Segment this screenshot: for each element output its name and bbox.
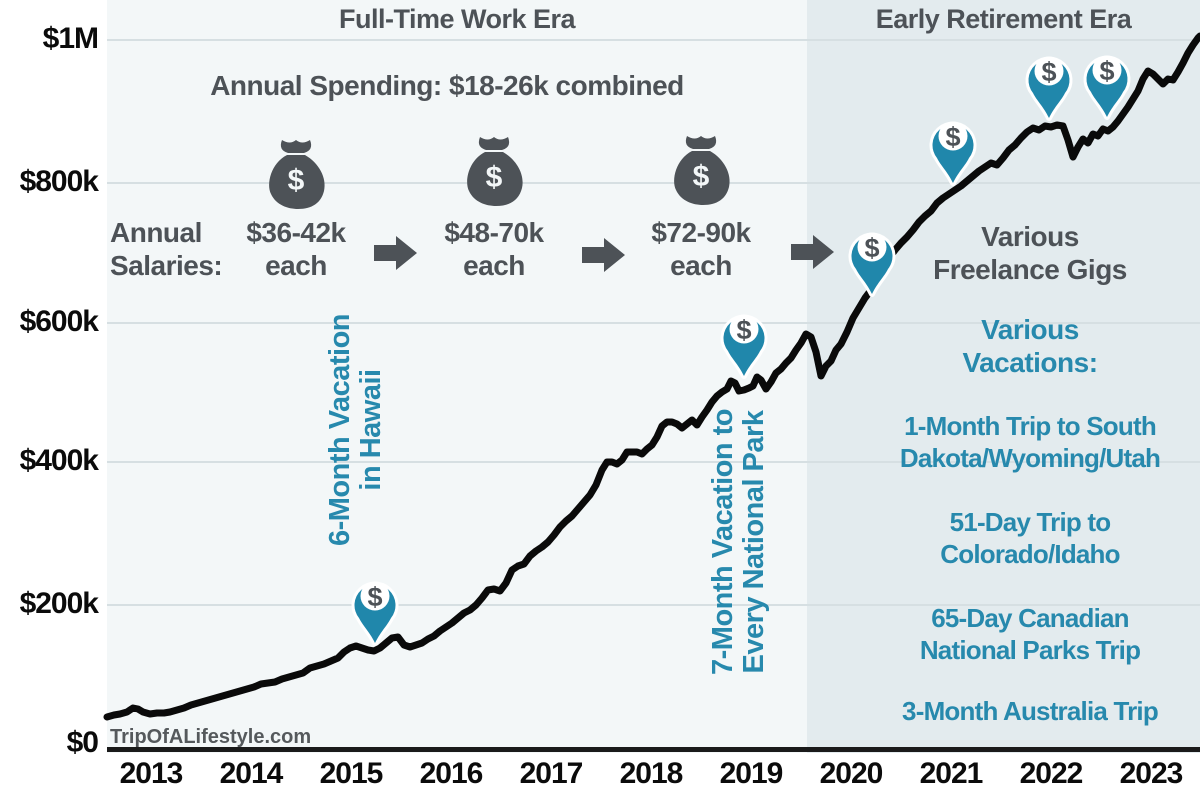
- money-bag-icon: $: [674, 136, 730, 205]
- x-axis-line: [107, 747, 1200, 752]
- svg-text:$: $: [1099, 56, 1114, 86]
- full-time-era-background: [107, 0, 807, 753]
- vacation-item-2: 51-Day Trip to Colorado/Idaho: [847, 506, 1200, 570]
- y-axis-label: $0: [66, 726, 99, 759]
- y-axis-label: $200k: [19, 587, 99, 620]
- dollar-pin-icon: $: [1025, 56, 1073, 121]
- x-axis-label: 2017: [519, 757, 584, 790]
- svg-text:$: $: [693, 160, 710, 193]
- vacation-item-3: 65-Day Canadian National Parks Trip: [847, 602, 1200, 666]
- vacation-item-3-line2: National Parks Trip: [919, 635, 1141, 665]
- freelance-note-line1: Various: [981, 221, 1079, 252]
- salary-stage-2-amount: $48-70k: [444, 217, 544, 248]
- vacations-list-title: Various Vacations:: [887, 313, 1173, 379]
- x-axis-label: 2018: [619, 757, 684, 790]
- svg-text:$: $: [288, 164, 305, 197]
- vacation-item-1: 1-Month Trip to South Dakota/Wyoming/Uta…: [847, 410, 1200, 474]
- salaries-heading: Annual Salaries:: [110, 216, 223, 282]
- vacation-item-4: 3-Month Australia Trip: [847, 695, 1200, 727]
- vacation-annotation-national-park-line1: 7-Month Vacation to: [707, 409, 739, 675]
- early-retirement-era-background: [807, 0, 1200, 753]
- money-bag-icon: $: [269, 140, 325, 209]
- dollar-pin-icon: $: [351, 581, 399, 646]
- x-axis-label: 2019: [719, 757, 784, 790]
- y-axis-label: $1M: [42, 22, 99, 55]
- x-axis-label: 2020: [819, 757, 884, 790]
- salaries-heading-line1: Annual: [110, 217, 202, 248]
- vacation-annotation-hawaii-line2: in Hawaii: [355, 369, 387, 491]
- svg-text:$: $: [736, 315, 751, 345]
- salary-stage-3-amount: $72-90k: [651, 217, 751, 248]
- networth-line: [103, 32, 1200, 721]
- x-axis-label: 2022: [1019, 757, 1084, 790]
- era-label-full-time: Full-Time Work Era: [338, 4, 576, 34]
- arrow-right-icon: [791, 235, 834, 269]
- svg-text:$: $: [945, 122, 960, 152]
- vacation-item-3-line1: 65-Day Canadian: [931, 603, 1129, 633]
- svg-text:$: $: [367, 582, 382, 612]
- dollar-pin-icon: $: [1083, 55, 1131, 120]
- freelance-note: Various Freelance Gigs: [887, 220, 1173, 286]
- y-axis-label: $400k: [19, 444, 99, 477]
- x-axis-label: 2023: [1119, 757, 1184, 790]
- site-watermark: TripOfALifestyle.com: [110, 726, 312, 748]
- arrow-right-icon: [582, 238, 625, 272]
- vacation-annotation-hawaii: 6-Month Vacation in Hawaii: [324, 280, 387, 580]
- money-bag-icon: $: [467, 137, 523, 206]
- x-axis-label: 2014: [219, 757, 284, 790]
- dollar-pin-icon: $: [720, 314, 768, 379]
- vacation-item-2-line2: Colorado/Idaho: [940, 539, 1120, 569]
- vacation-item-4-line1: 3-Month Australia Trip: [902, 696, 1159, 726]
- x-axis-label: 2013: [119, 757, 184, 790]
- y-axis-label: $800k: [19, 165, 99, 198]
- salaries-heading-line2: Salaries:: [110, 250, 223, 281]
- y-axis-label: $600k: [19, 305, 99, 338]
- salary-stage-1-each: each: [265, 250, 327, 281]
- salary-stage-2-each: each: [463, 250, 525, 281]
- dollar-pin-icon: $: [929, 121, 977, 186]
- salary-stage-3: $72-90k each: [616, 216, 786, 282]
- svg-text:$: $: [864, 233, 879, 263]
- vacation-item-1-line2: Dakota/Wyoming/Utah: [899, 443, 1161, 473]
- vacations-list-title-line1: Various: [981, 314, 1079, 345]
- vacation-annotation-national-park-line2: Every National Park: [738, 410, 770, 674]
- vacation-item-1-line1: 1-Month Trip to South: [904, 411, 1157, 441]
- annual-spending-note: Annual Spending: $18-26k combined: [210, 70, 684, 101]
- freelance-note-line2: Freelance Gigs: [933, 254, 1127, 285]
- x-axis-label: 2016: [419, 757, 484, 790]
- x-axis-label: 2015: [319, 757, 384, 790]
- svg-text:$: $: [1041, 57, 1056, 87]
- dollar-pin-icon: $: [848, 232, 896, 297]
- salary-stage-1-amount: $36-42k: [246, 217, 346, 248]
- salary-stage-2: $48-70k each: [409, 216, 579, 282]
- salary-stage-1: $36-42k each: [211, 216, 381, 282]
- vacations-list-title-line2: Vacations:: [962, 347, 1098, 378]
- svg-text:$: $: [486, 161, 503, 194]
- era-label-early-retirement: Early Retirement Era: [875, 4, 1132, 34]
- vacation-annotation-national-park: 7-Month Vacation to Every National Park: [707, 382, 770, 702]
- vacation-item-2-line1: 51-Day Trip to: [949, 507, 1112, 537]
- x-axis-label: 2021: [919, 757, 984, 790]
- salary-stage-3-each: each: [670, 250, 732, 281]
- vacation-annotation-hawaii-line1: 6-Month Vacation: [324, 313, 356, 547]
- arrow-right-icon: [374, 236, 417, 270]
